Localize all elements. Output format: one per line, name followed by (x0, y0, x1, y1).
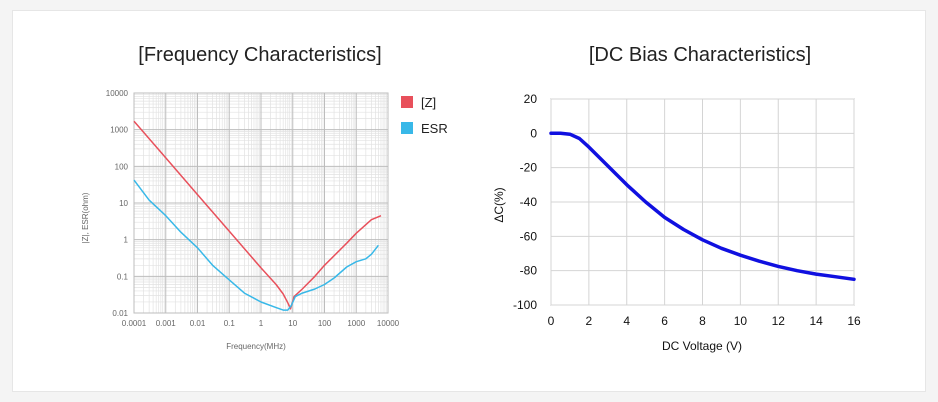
freq-y-tick-label: 0.1 (117, 272, 129, 281)
dcbias-x-tick-label: 0 (548, 314, 555, 328)
dcbias-y-tick-label: -40 (520, 195, 538, 209)
freq-x-tick-label: 10000 (377, 319, 400, 328)
dcbias-y-tick-label: -60 (520, 229, 538, 243)
legend-z-swatch (401, 96, 413, 108)
legend-esr-swatch (401, 122, 413, 134)
dcbias-series-line (549, 131, 856, 282)
dcbias-plot-area: 0 2 4 6 8 10 12 14 16 20 0 -20 -40 -60 -80 -100 (513, 92, 861, 328)
freq-x-tick-label: 1000 (347, 319, 365, 328)
dcbias-y-tick-label: -80 (520, 264, 538, 278)
dcbias-x-tick-label: 4 (623, 314, 630, 328)
dcbias-x-tick-label: 10 (734, 314, 748, 328)
dcbias-x-tick-label: 8 (699, 314, 706, 328)
freq-y-axis-label: |Z|, ESR(ohm) (81, 192, 90, 243)
dcbias-y-tick-label: -100 (513, 298, 537, 312)
dcbias-x-tick-label: 12 (772, 314, 786, 328)
legend-z-label: [Z] (421, 95, 436, 110)
freq-y-tick-label: 1 (124, 236, 129, 245)
freq-y-tick-label: 1000 (110, 126, 128, 135)
freq-series-esr-line (133, 179, 379, 311)
freq-series-z-line (133, 120, 382, 310)
dcbias-x-tick-label: 2 (586, 314, 593, 328)
freq-x-tick-label: 0.001 (156, 319, 177, 328)
freq-chart-title: [Frequency Characteristics] (138, 44, 381, 66)
freq-legend: [Z] ESR (401, 95, 448, 136)
freq-x-tick-label: 0.01 (190, 319, 206, 328)
dcbias-x-tick-label: 14 (809, 314, 823, 328)
freq-y-tick-label: 100 (115, 162, 129, 171)
dcbias-x-tick-label: 6 (661, 314, 668, 328)
legend-esr-label: ESR (421, 121, 448, 136)
dcbias-y-tick-label: 0 (530, 126, 537, 140)
dcbias-y-tick-label: -20 (520, 161, 538, 175)
freq-x-tick-label: 100 (318, 319, 332, 328)
freq-y-tick-label: 10 (119, 199, 128, 208)
dcbias-x-tick-label: 16 (847, 314, 861, 328)
freq-x-tick-label: 0.0001 (122, 319, 147, 328)
freq-y-tick-label: 0.01 (112, 309, 128, 318)
freq-x-tick-label: 10 (288, 319, 297, 328)
freq-x-tick-label: 1 (259, 319, 264, 328)
freq-x-axis-label: Frequency(MHz) (226, 342, 286, 351)
dcbias-y-tick-label: 20 (524, 92, 538, 106)
freq-y-tick-label: 10000 (106, 89, 129, 98)
freq-x-tick-label: 0.1 (224, 319, 236, 328)
dcbias-chart-title: [DC Bias Characteristics] (589, 44, 811, 66)
dcbias-y-axis-label: ΔC(%) (492, 187, 506, 222)
dcbias-x-axis-label: DC Voltage (V) (662, 339, 742, 353)
freq-plot-area: 0.0001 0.001 0.01 0.1 1 10 100 1000 10000 0.01 0.1… (106, 89, 400, 328)
